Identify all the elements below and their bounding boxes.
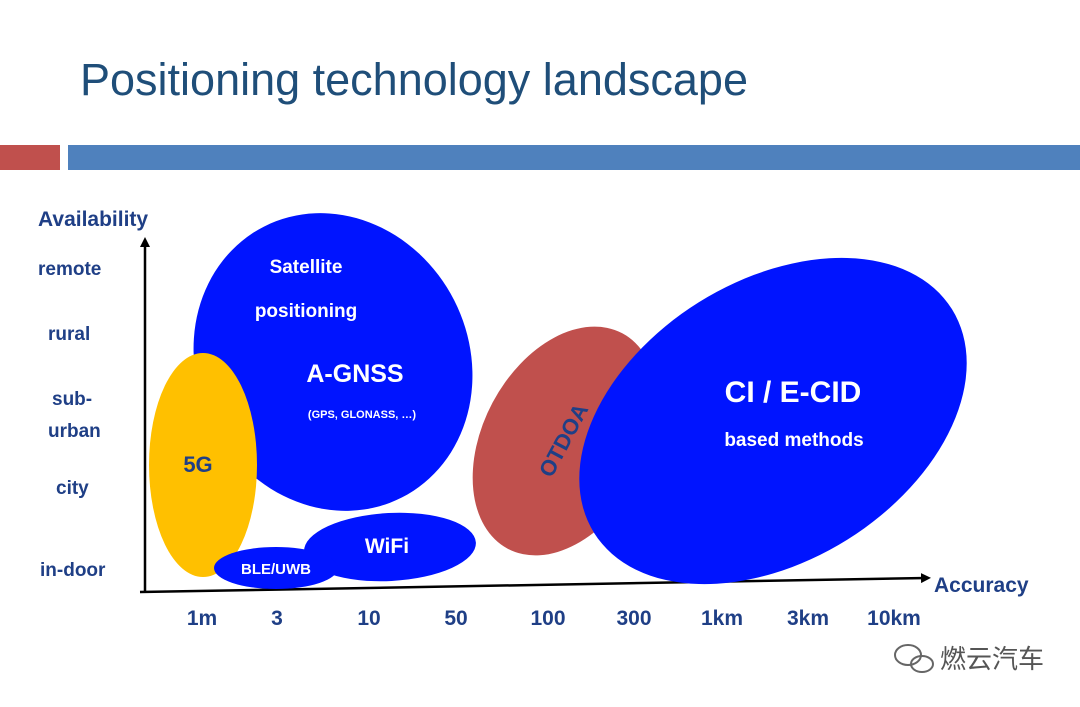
y-tick-urban: urban	[48, 421, 101, 442]
ci-ecid-ellipse	[579, 257, 967, 585]
header-bar-blue	[68, 145, 1080, 170]
y-tick-remote: remote	[38, 259, 101, 280]
wifi-ellipse	[304, 512, 476, 582]
ble-uwb-ellipse	[214, 547, 338, 589]
y-tick-sub: sub-	[52, 389, 92, 410]
ci-ecid-label: CI / E-CID	[725, 376, 862, 409]
ci-ecid-detail-label: based methods	[724, 430, 863, 451]
watermark-text: 燃云汽车	[940, 645, 1044, 675]
y-tick-indoor: in-door	[40, 560, 106, 581]
x-axis-title: Accuracy	[934, 574, 1029, 597]
ble-uwb-label: BLE/UWB	[241, 561, 311, 578]
y-tick-rural: rural	[48, 324, 90, 345]
x-tick-1m: 1m	[187, 607, 217, 630]
x-axis	[139, 573, 931, 594]
satellite-ellipse	[193, 213, 473, 511]
wechat-icon	[894, 644, 934, 673]
header-bar-red	[0, 145, 60, 170]
x-tick-3: 3	[271, 607, 283, 630]
x-tick-10km: 10km	[867, 607, 921, 630]
fiveg-label: 5G	[183, 452, 212, 477]
satellite-label: Satellite	[270, 257, 343, 278]
wifi-label: WiFi	[365, 535, 409, 558]
x-tick-10: 10	[357, 607, 380, 630]
y-tick-city: city	[56, 478, 89, 499]
agnss-label: A-GNSS	[306, 360, 403, 388]
fiveg-ellipse	[149, 353, 257, 577]
y-axis-title: Availability	[38, 208, 148, 231]
x-tick-50: 50	[444, 607, 467, 630]
page-title: Positioning technology landscape	[80, 54, 748, 105]
x-tick-1km: 1km	[701, 607, 743, 630]
agnss-detail-label: (GPS, GLONASS, …)	[308, 409, 417, 421]
x-tick-100: 100	[530, 607, 565, 630]
satellite-positioning-label: positioning	[255, 301, 357, 322]
x-tick-3km: 3km	[787, 607, 829, 630]
x-tick-300: 300	[616, 607, 651, 630]
